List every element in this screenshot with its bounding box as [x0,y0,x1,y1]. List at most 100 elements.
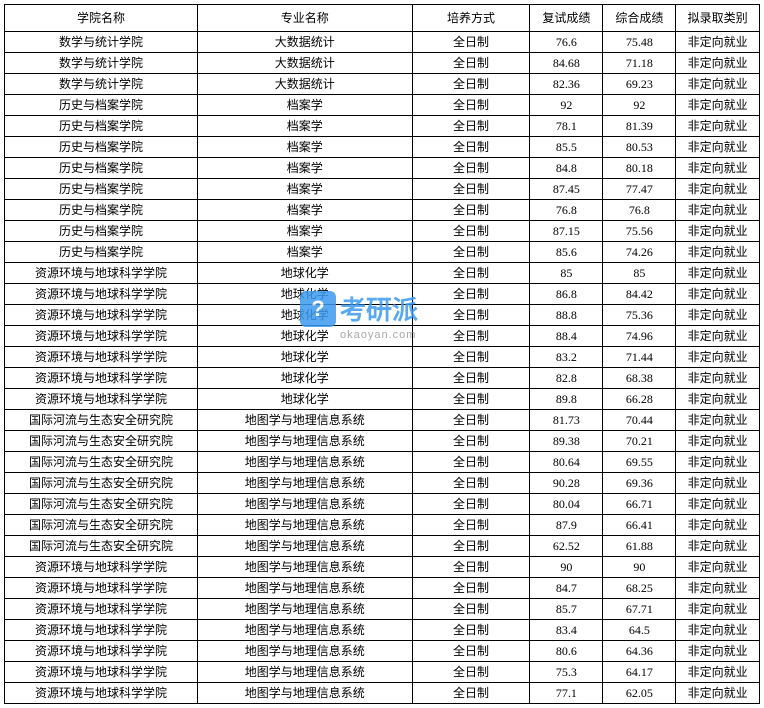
table-cell: 全日制 [412,284,530,305]
table-cell: 82.36 [530,74,603,95]
table-cell: 全日制 [412,179,530,200]
table-cell: 84.7 [530,578,603,599]
table-cell: 资源环境与地球科学学院 [5,662,198,683]
table-cell: 全日制 [412,452,530,473]
table-cell: 全日制 [412,578,530,599]
header-cell: 培养方式 [412,5,530,32]
table-cell: 地球化学 [198,263,412,284]
table-cell: 全日制 [412,389,530,410]
table-cell: 资源环境与地球科学学院 [5,578,198,599]
table-cell: 非定向就业 [676,515,760,536]
table-cell: 非定向就业 [676,536,760,557]
table-cell: 国际河流与生态安全研究院 [5,536,198,557]
table-row: 历史与档案学院档案学全日制76.876.8非定向就业 [5,200,760,221]
table-cell: 76.8 [530,200,603,221]
table-cell: 档案学 [198,179,412,200]
table-row: 资源环境与地球科学学院地图学与地理信息系统全日制9090非定向就业 [5,557,760,578]
table-cell: 全日制 [412,536,530,557]
table-row: 历史与档案学院档案学全日制85.580.53非定向就业 [5,137,760,158]
table-cell: 国际河流与生态安全研究院 [5,515,198,536]
table-cell: 历史与档案学院 [5,242,198,263]
table-cell: 非定向就业 [676,389,760,410]
table-cell: 非定向就业 [676,599,760,620]
table-cell: 非定向就业 [676,284,760,305]
table-row: 国际河流与生态安全研究院地图学与地理信息系统全日制89.3870.21非定向就业 [5,431,760,452]
table-cell: 77.1 [530,683,603,704]
table-cell: 83.4 [530,620,603,641]
table-cell: 75.3 [530,662,603,683]
table-cell: 88.8 [530,305,603,326]
table-cell: 67.71 [603,599,676,620]
table-cell: 地图学与地理信息系统 [198,452,412,473]
table-cell: 地球化学 [198,368,412,389]
table-cell: 资源环境与地球科学学院 [5,347,198,368]
table-cell: 64.5 [603,620,676,641]
table-cell: 全日制 [412,74,530,95]
table-row: 数学与统计学院大数据统计全日制76.675.48非定向就业 [5,32,760,53]
table-cell: 85 [530,263,603,284]
table-row: 国际河流与生态安全研究院地图学与地理信息系统全日制80.6469.55非定向就业 [5,452,760,473]
table-cell: 地球化学 [198,305,412,326]
table-cell: 数学与统计学院 [5,32,198,53]
table-cell: 历史与档案学院 [5,179,198,200]
table-cell: 全日制 [412,221,530,242]
table-cell: 国际河流与生态安全研究院 [5,410,198,431]
table-cell: 69.36 [603,473,676,494]
table-cell: 大数据统计 [198,53,412,74]
header-cell: 学院名称 [5,5,198,32]
table-cell: 数学与统计学院 [5,53,198,74]
table-cell: 全日制 [412,368,530,389]
table-cell: 非定向就业 [676,200,760,221]
table-cell: 全日制 [412,242,530,263]
table-row: 资源环境与地球科学学院地图学与地理信息系统全日制77.162.05非定向就业 [5,683,760,704]
table-row: 历史与档案学院档案学全日制9292非定向就业 [5,95,760,116]
table-row: 历史与档案学院档案学全日制87.1575.56非定向就业 [5,221,760,242]
table-cell: 数学与统计学院 [5,74,198,95]
table-cell: 非定向就业 [676,32,760,53]
table-cell: 地图学与地理信息系统 [198,494,412,515]
table-row: 国际河流与生态安全研究院地图学与地理信息系统全日制80.0466.71非定向就业 [5,494,760,515]
table-cell: 资源环境与地球科学学院 [5,305,198,326]
table-cell: 84.42 [603,284,676,305]
table-cell: 档案学 [198,158,412,179]
table-cell: 71.44 [603,347,676,368]
table-cell: 71.18 [603,53,676,74]
table-cell: 资源环境与地球科学学院 [5,683,198,704]
table-cell: 86.8 [530,284,603,305]
table-row: 国际河流与生态安全研究院地图学与地理信息系统全日制81.7370.44非定向就业 [5,410,760,431]
table-cell: 档案学 [198,95,412,116]
table-cell: 大数据统计 [198,74,412,95]
table-cell: 非定向就业 [676,578,760,599]
table-cell: 全日制 [412,431,530,452]
table-cell: 81.39 [603,116,676,137]
table-cell: 85.7 [530,599,603,620]
table-cell: 地图学与地理信息系统 [198,620,412,641]
table-row: 资源环境与地球科学学院地图学与地理信息系统全日制83.464.5非定向就业 [5,620,760,641]
table-row: 资源环境与地球科学学院地图学与地理信息系统全日制85.767.71非定向就业 [5,599,760,620]
table-cell: 资源环境与地球科学学院 [5,557,198,578]
table-row: 国际河流与生态安全研究院地图学与地理信息系统全日制87.966.41非定向就业 [5,515,760,536]
table-cell: 89.8 [530,389,603,410]
table-cell: 70.21 [603,431,676,452]
table-cell: 全日制 [412,347,530,368]
header-cell: 复试成绩 [530,5,603,32]
table-row: 历史与档案学院档案学全日制87.4577.47非定向就业 [5,179,760,200]
table-cell: 非定向就业 [676,683,760,704]
table-cell: 74.96 [603,326,676,347]
table-cell: 全日制 [412,137,530,158]
table-cell: 75.56 [603,221,676,242]
table-cell: 68.25 [603,578,676,599]
header-cell: 拟录取类别 [676,5,760,32]
table-cell: 非定向就业 [676,347,760,368]
table-cell: 非定向就业 [676,368,760,389]
table-cell: 66.28 [603,389,676,410]
table-cell: 84.8 [530,158,603,179]
table-cell: 非定向就业 [676,263,760,284]
table-cell: 非定向就业 [676,473,760,494]
table-cell: 84.68 [530,53,603,74]
table-cell: 全日制 [412,116,530,137]
table-cell: 非定向就业 [676,410,760,431]
table-cell: 非定向就业 [676,620,760,641]
table-cell: 大数据统计 [198,32,412,53]
table-cell: 66.71 [603,494,676,515]
